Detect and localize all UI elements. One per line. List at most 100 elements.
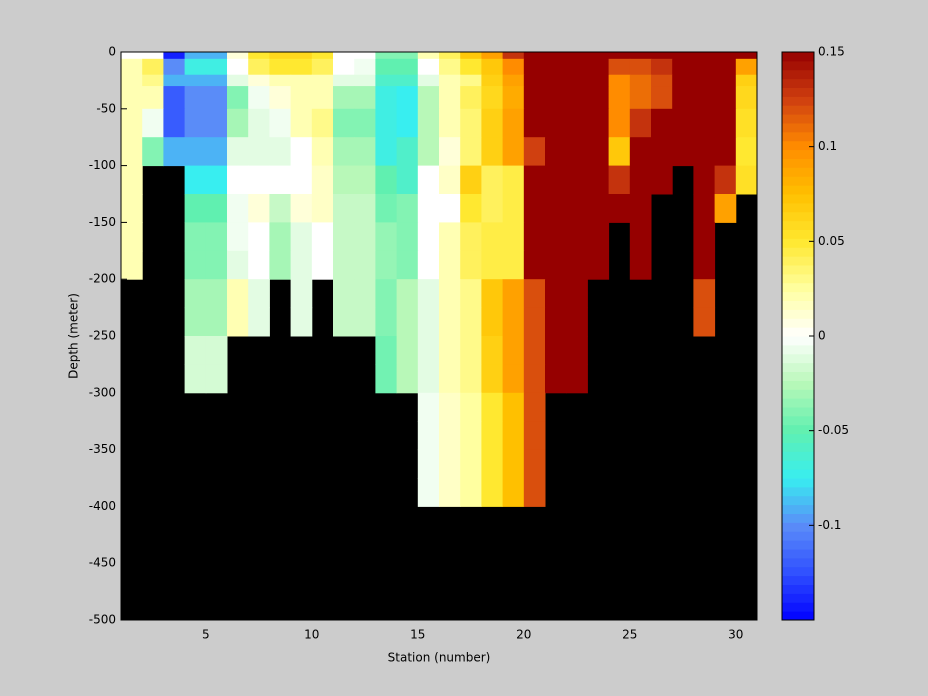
cell [566, 108, 588, 138]
cell [460, 478, 482, 507]
cell [248, 194, 270, 223]
cell [184, 74, 207, 87]
cell [396, 194, 419, 223]
cell [629, 108, 652, 138]
cell [481, 108, 504, 138]
cell [523, 137, 546, 167]
colorbar-band [782, 140, 814, 151]
cell [502, 194, 525, 223]
cell [333, 279, 355, 309]
cell [184, 86, 207, 110]
cell [439, 222, 461, 252]
colorbar-band [782, 469, 814, 479]
cell [417, 478, 440, 507]
colorbar-band [782, 185, 814, 195]
cell [396, 222, 419, 252]
cell [629, 250, 652, 280]
cell [439, 137, 461, 167]
cell [672, 74, 694, 87]
cell [354, 86, 376, 110]
cell [354, 222, 376, 252]
cell [545, 74, 567, 87]
cell [545, 58, 567, 76]
cell [714, 137, 737, 167]
cell [333, 58, 355, 76]
cell [672, 58, 694, 76]
cell [481, 165, 504, 195]
cell [163, 52, 186, 60]
cell [205, 52, 228, 60]
cell [608, 52, 631, 60]
cell [523, 222, 546, 252]
colorbar-band [782, 353, 814, 364]
cell [248, 52, 270, 60]
colorbar-band [782, 131, 814, 142]
cell [333, 307, 355, 337]
cell [629, 222, 652, 252]
cell [439, 74, 461, 87]
cell [481, 449, 504, 479]
colorbar-band [782, 60, 814, 71]
cell [608, 194, 631, 223]
cell [502, 449, 525, 479]
colorbar-band [782, 522, 814, 532]
cell [566, 86, 588, 110]
cell [417, 137, 440, 167]
cell [523, 307, 546, 337]
cell [142, 74, 164, 87]
x-tick-label: 30 [728, 628, 743, 642]
cell [523, 52, 546, 60]
colorbar-band [782, 202, 814, 213]
cell [227, 74, 249, 87]
cell [121, 250, 143, 280]
cell [523, 478, 546, 507]
cell [502, 250, 525, 280]
colorbar-band [782, 584, 814, 594]
cell [672, 137, 694, 167]
cell [587, 58, 610, 76]
cell [735, 137, 758, 167]
colorbar-band [782, 602, 814, 612]
cell [417, 449, 440, 479]
colorbar-band [782, 566, 814, 577]
cell [460, 52, 482, 60]
cell [417, 58, 440, 76]
cell [460, 86, 482, 110]
cell [651, 52, 673, 60]
cell [163, 108, 186, 138]
cell [121, 74, 143, 87]
cell [629, 58, 652, 76]
cell [481, 250, 504, 280]
cell [545, 364, 567, 394]
cell [163, 137, 186, 167]
cell [354, 52, 376, 60]
cell [714, 58, 737, 76]
cell [269, 86, 292, 110]
cell [460, 108, 482, 138]
cell [481, 364, 504, 394]
cell [629, 52, 652, 60]
cell [481, 194, 504, 223]
cell [205, 108, 228, 138]
cell [311, 86, 334, 110]
cell [460, 364, 482, 394]
cell [460, 74, 482, 87]
colorbar-band [782, 460, 814, 470]
cell [651, 74, 673, 87]
colorbar-tick-label: 0.05 [818, 234, 845, 248]
colorbar-band [782, 540, 814, 550]
cell [566, 222, 588, 252]
cell [439, 108, 461, 138]
cell [417, 392, 440, 422]
cell [248, 74, 270, 87]
cell [417, 52, 440, 60]
cell [460, 449, 482, 479]
cell [417, 108, 440, 138]
cell [608, 58, 631, 76]
colorbar-band [782, 114, 814, 124]
colorbar-band [782, 238, 814, 248]
colorbar-band [782, 415, 814, 426]
cell [439, 364, 461, 394]
cell [460, 137, 482, 167]
colorbar-band [782, 433, 814, 443]
